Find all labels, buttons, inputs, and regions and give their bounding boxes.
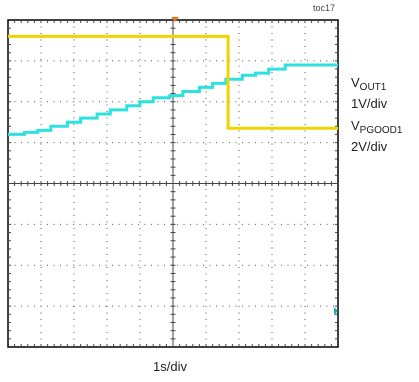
channel-1-scale: 1V/div bbox=[351, 96, 388, 111]
figure-tag: toc17 bbox=[313, 3, 336, 13]
channel-2-subscript: PGOOD1 bbox=[359, 125, 403, 136]
traces bbox=[8, 34, 338, 136]
grid bbox=[8, 20, 338, 347]
channel-2-label: VPGOOD1 bbox=[351, 118, 402, 138]
channel-1-subscript: OUT1 bbox=[359, 82, 387, 93]
channel-1-name: V bbox=[351, 75, 360, 90]
channel-2-scale: 2V/div bbox=[351, 139, 388, 154]
trigger-marker-icon bbox=[171, 17, 179, 22]
channel-2-name: V bbox=[351, 118, 360, 133]
ground-marker-icon bbox=[334, 307, 338, 315]
x-axis-scale-label: 1s/div bbox=[153, 359, 187, 374]
trace-vout1 bbox=[8, 63, 338, 136]
channel-1-label: VOUT1 bbox=[351, 75, 386, 95]
trace-vpgood1 bbox=[8, 34, 338, 130]
